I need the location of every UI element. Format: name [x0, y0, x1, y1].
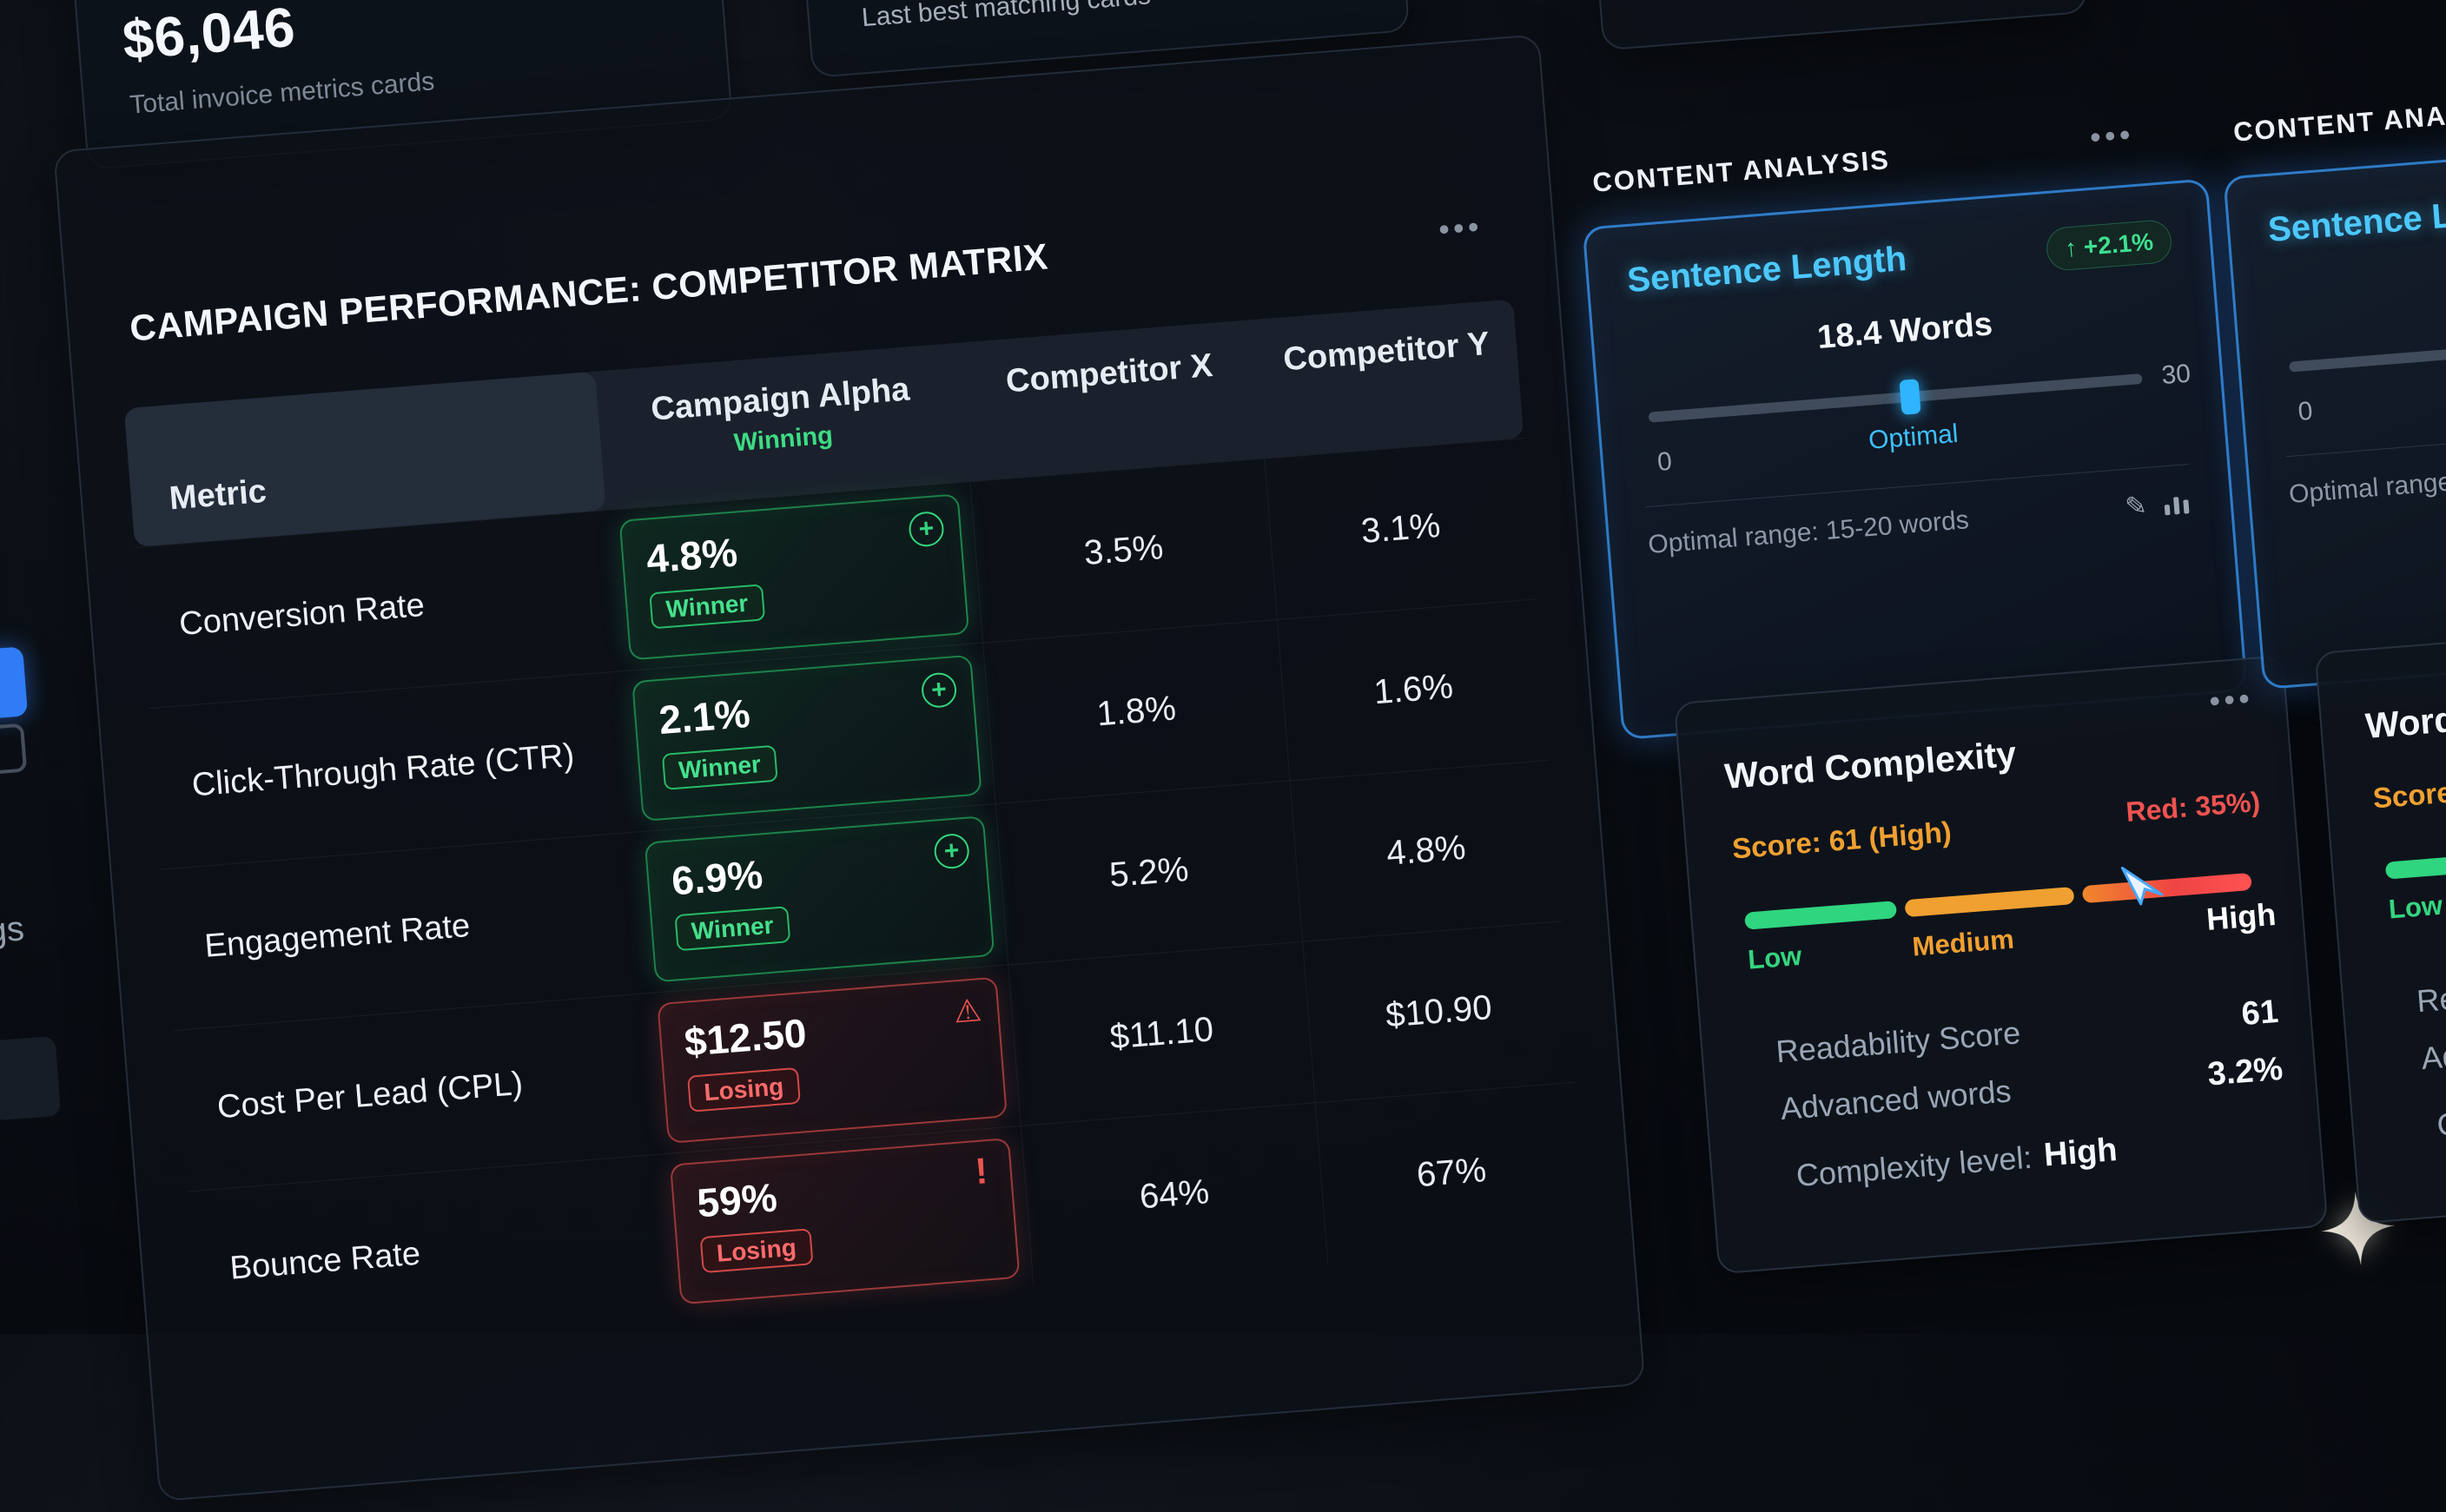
sidebar-active-tab[interactable] — [0, 646, 28, 719]
alpha-cell-winner: + 2.1% Winner — [631, 654, 982, 821]
competitor-y-value: 3.1% — [1264, 439, 1537, 619]
invoice-value: $6,046 — [121, 0, 298, 72]
header-competitor-x: Competitor X — [959, 320, 1265, 481]
complexity-gradient-bar — [1744, 873, 2252, 930]
losing-badge: Losing — [687, 1066, 801, 1112]
section-title: CONTENT ANALYSIS — [1591, 144, 1891, 199]
optimal-range-note: Optimal range: 15-20 words — [2288, 455, 2446, 510]
word-complexity-card: ••• Word Complexity Score: 61 (High) Red… — [2315, 604, 2446, 1224]
competitor-y-value: 1.6% — [1277, 599, 1550, 780]
scale-low-label: Low — [2388, 890, 2444, 926]
complexity-score: Score: 61 (High) — [2371, 765, 2446, 815]
header-competitor-y: Competitor Y — [1253, 300, 1524, 459]
sentence-length-slider[interactable]: Optimal 0 30 — [1647, 361, 2147, 483]
complexity-score: Score: 61 (High) — [1731, 815, 1953, 866]
winner-badge: Winner — [674, 906, 790, 951]
winning-status: Winning — [733, 421, 834, 458]
stat-row: Complexity level: High — [1795, 1119, 2290, 1194]
sentence-length-title: Sentence Length — [1626, 240, 1908, 300]
alpha-cell-losing: ⚠ $12.50 Losing — [657, 976, 1008, 1143]
competitor-y-value: 67% — [1315, 1083, 1588, 1264]
competitor-x-value: 1.8% — [982, 620, 1289, 803]
slider-min-label: 0 — [1656, 447, 1673, 478]
complexity-gradient-bar — [2385, 822, 2446, 880]
word-complexity-title: Word Complexity — [2364, 683, 2446, 747]
panel-menu-icon[interactable]: ••• — [1438, 210, 1484, 248]
stat-row: Readability Score 61 — [2416, 943, 2446, 1020]
pencil-icon[interactable]: ✎ — [2124, 491, 2148, 523]
top-right-partial-card — [1589, 0, 2088, 50]
competitor-x-value: 3.5% — [969, 459, 1276, 643]
slider-track[interactable] — [2289, 323, 2446, 373]
delta-badge: ↑ +2.1% — [2045, 219, 2172, 272]
slider-max-label: 30 — [2160, 360, 2191, 392]
card-menu-icon[interactable]: ••• — [2208, 682, 2255, 719]
bar-segment-high — [2082, 873, 2252, 903]
sentence-length-card: Sentence Length ↑ +2.1% 18.4 Words Optim… — [1583, 178, 2248, 740]
competitor-x-value: $11.10 — [1008, 942, 1314, 1126]
matching-label: Last best matching cards — [861, 0, 1152, 33]
competitor-y-value: 4.8% — [1290, 761, 1563, 941]
stat-row: Complexity level: High — [2436, 1067, 2446, 1143]
sentence-length-value: 18.4 Words — [1594, 288, 2217, 374]
dashboard-scene: $6,046 Total invoice metrics cards Last … — [0, 0, 2446, 1428]
scale-medium-label: Medium — [1911, 924, 2015, 963]
optimal-range-note: Optimal range: 15-20 words — [1647, 505, 1970, 560]
invoice-label: Total invoice metrics cards — [129, 67, 435, 120]
header-campaign-alpha: Campaign Alpha Winning — [595, 343, 969, 510]
winner-badge: Winner — [649, 584, 765, 629]
competitor-y-value: $10.90 — [1302, 921, 1575, 1102]
section-menu-icon[interactable]: ••• — [2089, 118, 2136, 155]
competitor-matrix-table: Metric Campaign Alpha Winning Competitor… — [124, 300, 1588, 1352]
campaign-performance-panel: ••• CAMPAIGN PERFORMANCE: COMPETITOR MAT… — [53, 34, 1645, 1502]
sentence-length-card: Sentence Length ↑ +2.1% 18.4 Words Optim… — [2223, 128, 2446, 690]
sidebar-block — [0, 1036, 61, 1121]
word-complexity-card: ••• Word Complexity Score: 61 (High) Red… — [1674, 655, 2329, 1274]
sentence-length-title: Sentence Length — [2267, 189, 2446, 250]
word-complexity-title: Word Complexity — [1723, 734, 2018, 797]
bar-chart-icon[interactable] — [2162, 490, 2193, 517]
sidebar-icon[interactable] — [0, 723, 27, 776]
scale-low-label: Low — [1747, 941, 1803, 976]
bar-segment-low — [1744, 901, 1897, 930]
alpha-cell-winner: + 4.8% Winner — [619, 493, 970, 660]
bar-segment-low — [2385, 850, 2446, 880]
slider-min-label: 0 — [2297, 397, 2313, 427]
warning-icon: ⚠ — [952, 992, 982, 1030]
scale-high-label: High — [2205, 896, 2277, 938]
alpha-cell-losing: ! 59% Losing — [670, 1137, 1021, 1304]
red-percentage: Red: 35%) — [2125, 786, 2261, 829]
losing-badge: Losing — [700, 1228, 814, 1273]
alpha-cell-winner: + 6.9% Winner — [645, 815, 995, 982]
panel-title: CAMPAIGN PERFORMANCE: COMPETITOR MATRIX — [129, 235, 1050, 349]
competitor-x-value: 64% — [1021, 1103, 1327, 1286]
bar-segment-medium — [1904, 887, 2074, 917]
slider-marker-label: Optimal — [1868, 419, 1960, 456]
slider-handle[interactable] — [1900, 379, 1921, 415]
section-title: CONTENT ANALYSIS — [2232, 94, 2446, 149]
competitor-x-value: 5.2% — [995, 781, 1302, 964]
cursor-icon — [2117, 862, 2165, 911]
alert-icon: ! — [974, 1150, 989, 1192]
content-analysis-panel: CONTENT ANALYSIS ••• Sentence Length ↑ +… — [1569, 90, 2336, 1304]
winner-badge: Winner — [662, 744, 778, 789]
sidebar-partial-label: gs — [0, 909, 25, 951]
sentence-length-slider[interactable]: Optimal 0 30 — [2288, 311, 2446, 432]
slider-track[interactable] — [1648, 373, 2142, 423]
